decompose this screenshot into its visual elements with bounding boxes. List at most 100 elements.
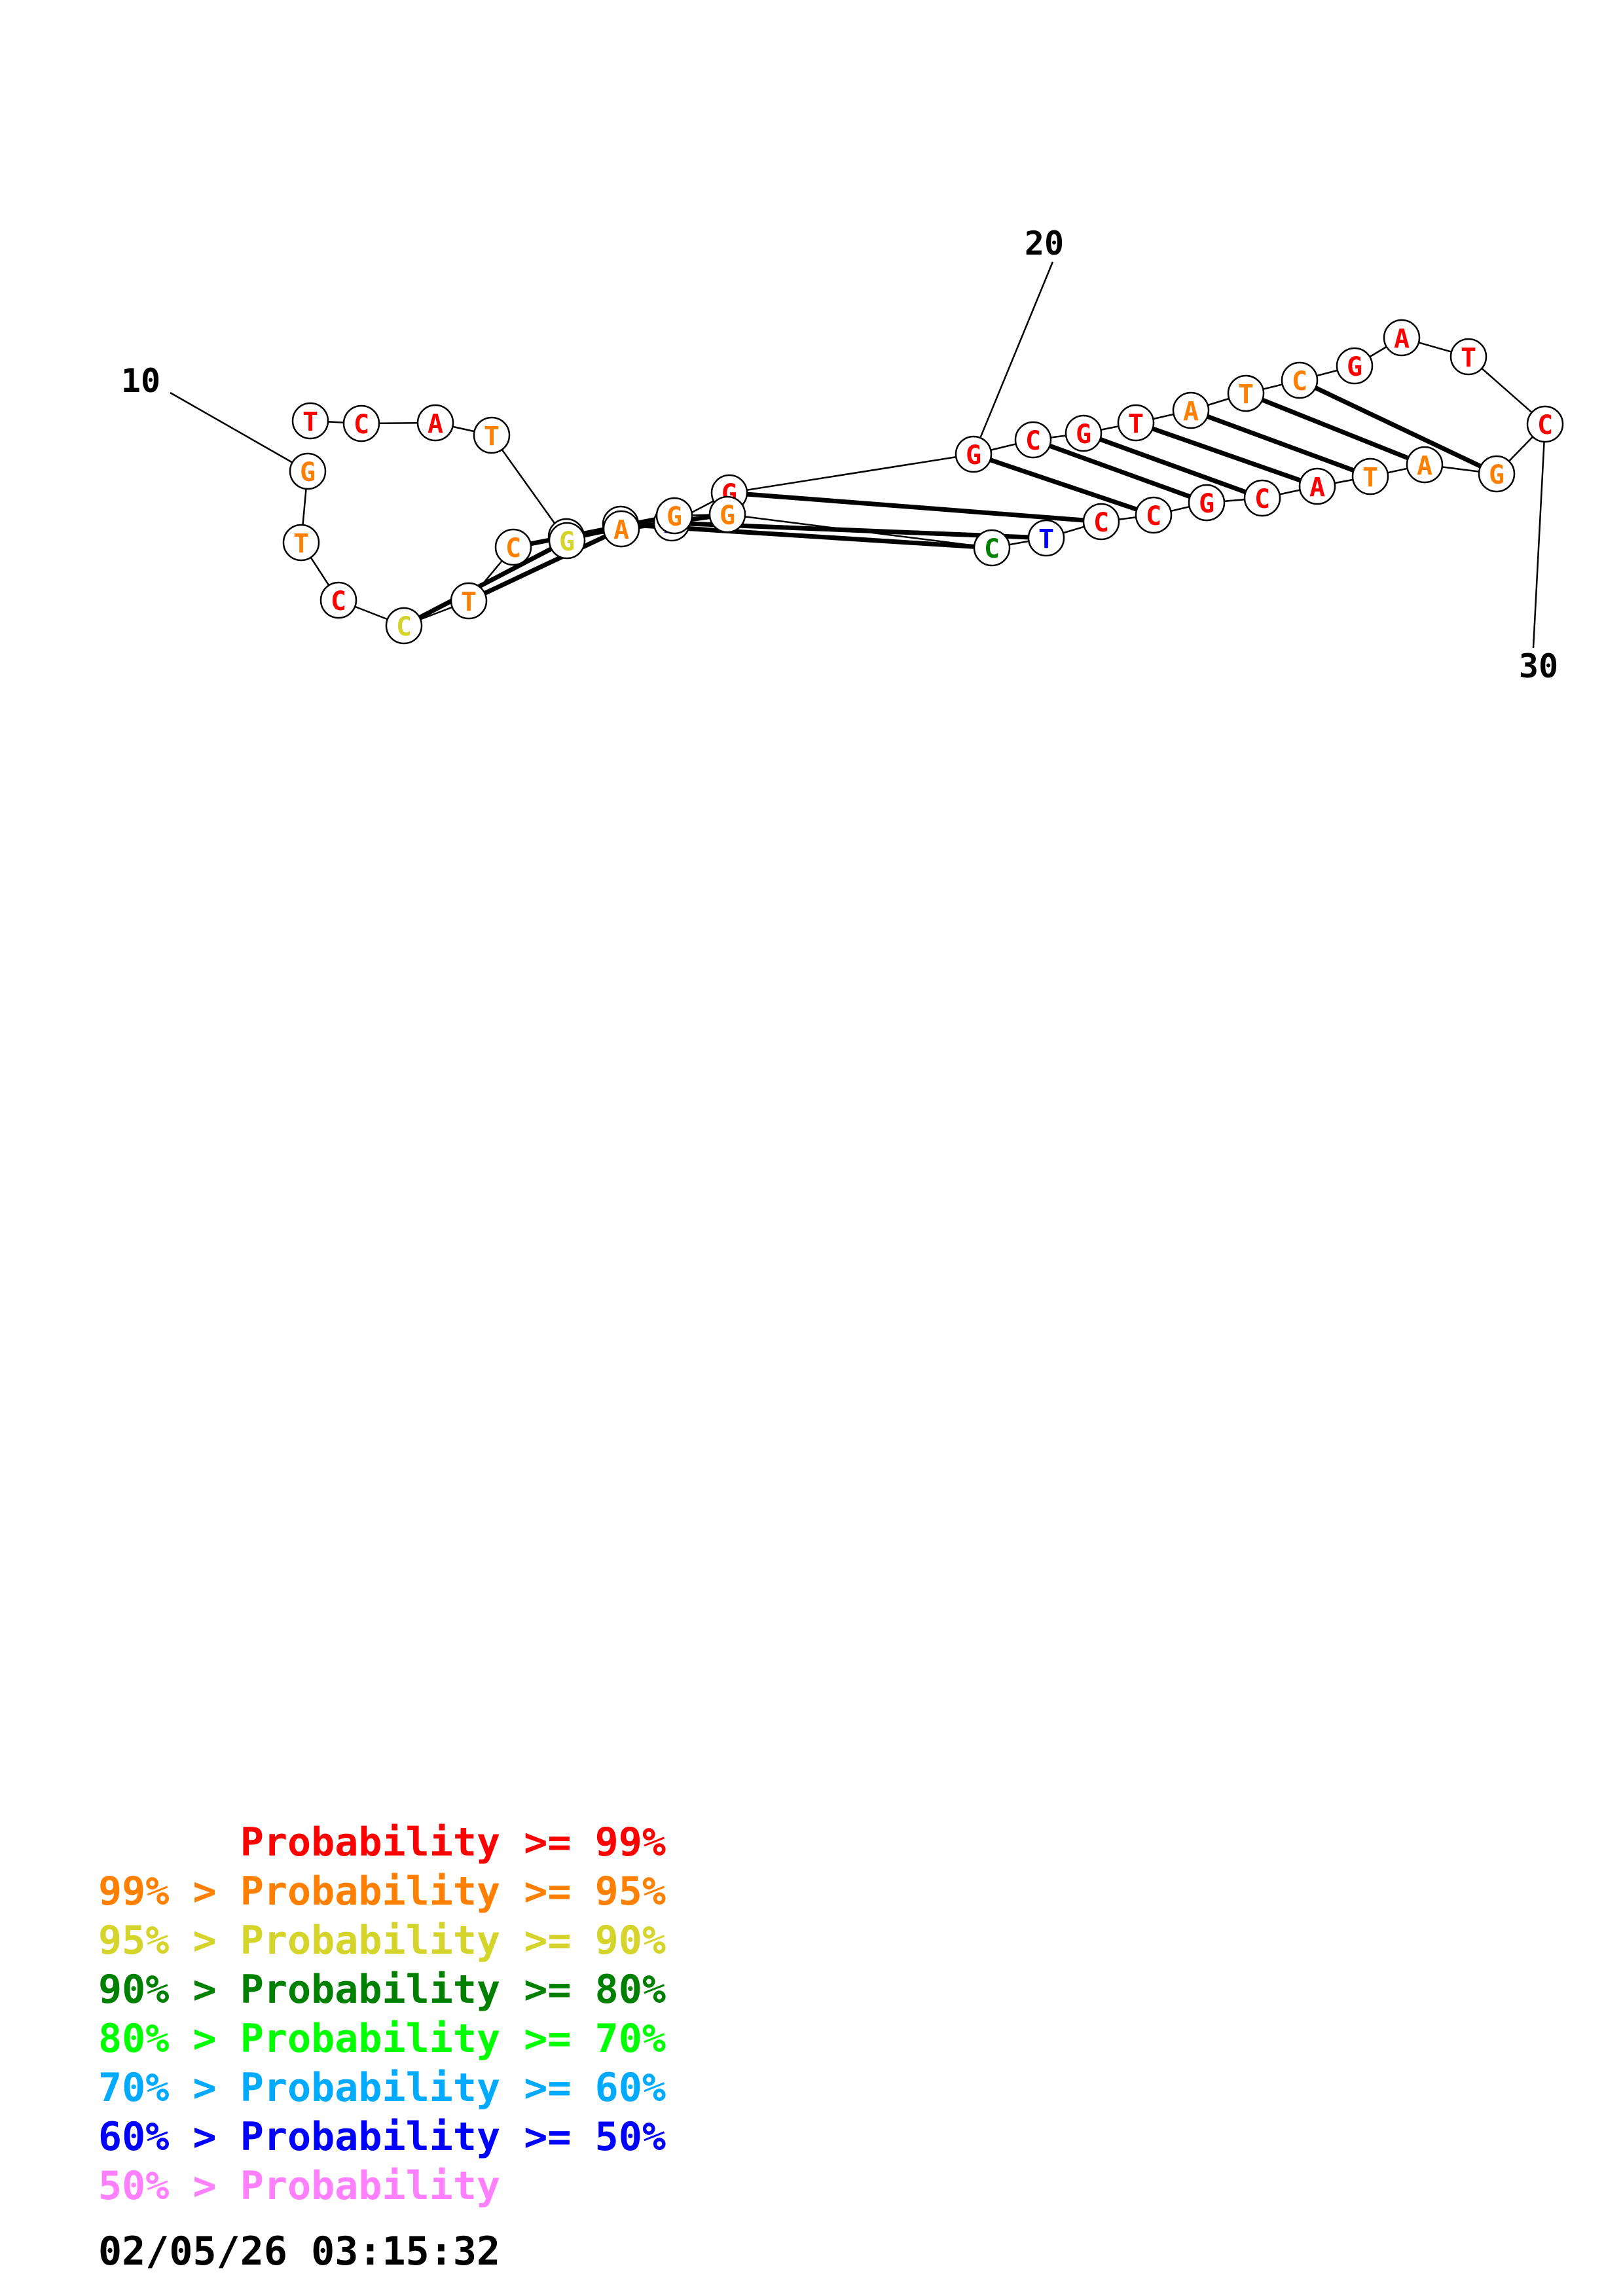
nucleotide: C <box>1281 361 1319 399</box>
nucleotide-base: C <box>354 410 369 440</box>
nucleotide: G <box>955 435 993 473</box>
index-label: 10 <box>121 362 160 400</box>
nucleotide: A <box>1172 391 1210 429</box>
nucleotide: G <box>1336 347 1374 385</box>
nucleotide-circle <box>1243 479 1281 517</box>
nucleotide-base: T <box>1461 343 1476 373</box>
legend-entry: 50% > Probability <box>98 2163 501 2209</box>
nucleotide: G <box>1478 455 1516 493</box>
nucleotide: T <box>1117 404 1155 442</box>
nucleotide: C <box>494 528 532 566</box>
timestamp: 02/05/26 03:15:32 <box>98 2229 501 2274</box>
nucleotide: A <box>602 510 640 548</box>
nucleotide: T <box>1227 374 1265 412</box>
base-pair-bond <box>1152 426 1302 483</box>
index-label: 20 <box>1025 224 1064 262</box>
nucleotide: T <box>282 524 320 562</box>
nucleotide-circle <box>494 528 532 566</box>
nucleotide: C <box>1243 479 1281 517</box>
nucleotide-circle <box>282 524 320 562</box>
nucleotide-circle <box>1478 455 1516 493</box>
nucleotide: A <box>1383 319 1421 357</box>
nucleotides: GTCCTCCGAGGCGTATCGATCGATACGCCTCGGAGTACT <box>282 319 1564 645</box>
nucleotide-base: T <box>484 422 500 452</box>
nucleotide-circle <box>1336 347 1374 385</box>
nucleotide-base: A <box>1417 451 1432 481</box>
index-tick <box>979 261 1054 439</box>
nucleotide-circle <box>602 510 640 548</box>
nucleotide: G <box>1065 414 1103 452</box>
nucleotide-circle <box>1082 503 1120 541</box>
nucleotide-circle <box>973 529 1011 567</box>
base-pair-bond <box>638 523 975 549</box>
nucleotide-base: C <box>1093 508 1109 538</box>
base-pair-bond <box>1207 414 1355 473</box>
nucleotide-circle <box>1014 421 1052 459</box>
nucleotide-circle <box>1281 361 1319 399</box>
base-pair-bond <box>989 457 1138 512</box>
base-pair-bond <box>689 521 1029 540</box>
nucleotide-base: C <box>396 612 412 642</box>
nucleotide-base: G <box>1489 460 1504 490</box>
nucleotide: T <box>1027 519 1065 557</box>
nucleotide-base: G <box>559 527 575 557</box>
nucleotide: G <box>708 495 746 533</box>
base-pair-bond <box>418 547 553 620</box>
nucleotide-base: T <box>1238 380 1254 410</box>
nucleotide-circle <box>1188 484 1226 522</box>
nucleotide-base: G <box>966 440 981 471</box>
nucleotide-base: C <box>1537 410 1553 440</box>
nucleotide: T <box>1351 457 1389 495</box>
nucleotide-base: C <box>1292 367 1307 397</box>
legend-entry: 70% > Probability >= 60% <box>98 2065 666 2111</box>
base-pair-bond <box>1261 397 1410 461</box>
base-pair-bond <box>746 492 1084 523</box>
base-pair-bond <box>1049 443 1191 499</box>
nucleotide: G <box>655 497 693 535</box>
nucleotide-circle <box>708 495 746 533</box>
nucleotide: C <box>1082 503 1120 541</box>
legend-entry: Probability >= 99% <box>98 1820 666 1865</box>
nucleotide-circle <box>289 452 327 490</box>
nucleotide-base: A <box>1394 324 1410 354</box>
nucleotide-base: A <box>1183 397 1199 427</box>
nucleotide-base: T <box>1038 524 1054 554</box>
nucleotide: C <box>973 529 1011 567</box>
nucleotide: G <box>548 522 586 560</box>
nucleotide-circle <box>548 522 586 560</box>
nucleotide-circle <box>291 402 329 440</box>
index-tick <box>1532 441 1545 649</box>
nucleotide-circle <box>1172 391 1210 429</box>
index-labels: 10 20 30 <box>121 224 1558 685</box>
nucleotide: C <box>319 581 357 619</box>
base-pair-bond <box>483 534 607 596</box>
nucleotide-circle <box>1298 467 1336 505</box>
nucleotide-base: C <box>1146 501 1161 531</box>
nucleotide-base: T <box>1362 463 1378 493</box>
nucleotide: A <box>1406 446 1444 484</box>
nucleotide-circle <box>319 581 357 619</box>
nucleotide: C <box>342 404 380 442</box>
legend-entry: 60% > Probability >= 50% <box>98 2114 666 2160</box>
legend-entry: 80% > Probability >= 70% <box>98 2016 666 2062</box>
nucleotide-circle <box>416 404 454 442</box>
nucleotide-circle <box>385 607 423 645</box>
nucleotide-circle <box>1135 496 1173 534</box>
nucleotide-base: C <box>1025 426 1041 456</box>
nucleotide: C <box>1135 496 1173 534</box>
legend-entry: 95% > Probability >= 90% <box>98 1918 666 1964</box>
nucleotide-circle <box>1450 338 1487 376</box>
nucleotide-base: T <box>461 587 477 617</box>
nucleotide-circle <box>1406 446 1444 484</box>
nucleotide: T <box>473 416 511 454</box>
nucleotide-base: T <box>1128 409 1144 439</box>
index-tick <box>170 391 293 463</box>
nucleotide: T <box>1450 338 1487 376</box>
nucleotide-circle <box>1227 374 1265 412</box>
nucleotide: C <box>1014 421 1052 459</box>
nucleotide: G <box>289 452 327 490</box>
nucleotide: T <box>450 582 488 620</box>
base-pair-bond <box>1314 386 1482 469</box>
nucleotide: A <box>1298 467 1336 505</box>
nucleotide-circle <box>1383 319 1421 357</box>
